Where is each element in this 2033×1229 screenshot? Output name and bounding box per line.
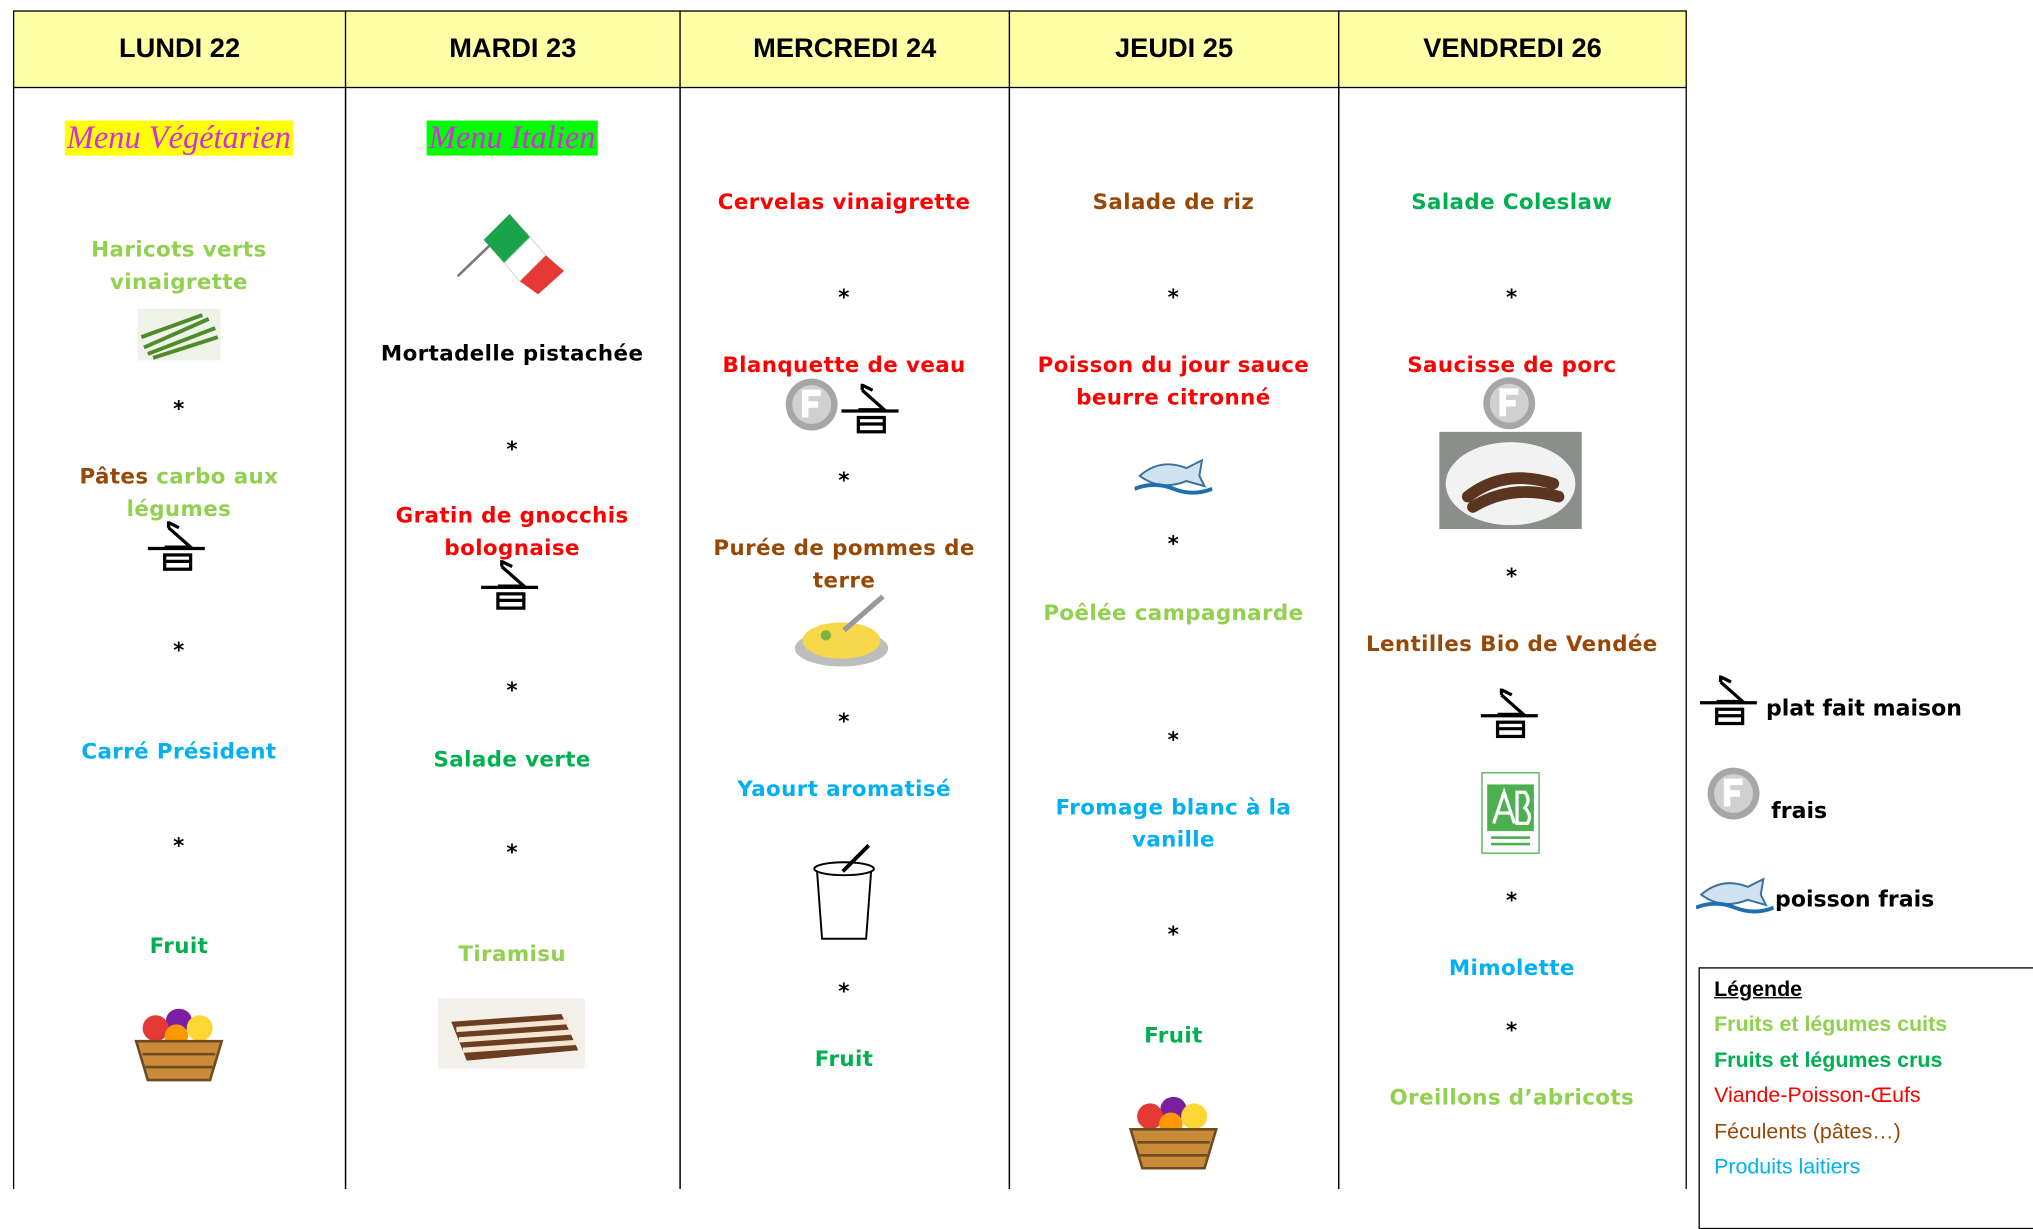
menu-item-part: carbo aux légumes — [126, 464, 279, 522]
menu-item: Lentilles Bio de Vendée — [1365, 631, 1658, 657]
organic-logo — [1481, 772, 1540, 854]
fish-icon — [1134, 458, 1213, 495]
menu-item: * — [506, 436, 518, 462]
legend-item: Produits laitiers — [1714, 1155, 1861, 1179]
legend-item: Fruits et légumes crus — [1714, 1048, 1943, 1072]
icon-legend-label: poisson frais — [1775, 886, 1935, 913]
menu-item: Salade Coleslaw — [1411, 189, 1613, 214]
menu-item: * — [1506, 1017, 1518, 1043]
homemade-icon — [841, 383, 899, 434]
fruit-basket — [1128, 1096, 1218, 1170]
menu-theme: Menu Végétarien — [64, 120, 294, 156]
day-header: VENDREDI 26 — [1338, 10, 1687, 89]
homemade-icon — [1699, 675, 1757, 726]
day-header: JEUDI 25 — [1008, 10, 1340, 89]
menu-item: * — [506, 840, 518, 865]
italian-flag — [456, 213, 565, 295]
legend-item: Féculents (pâtes…) — [1714, 1119, 1901, 1143]
page: LUNDI 22 MARDI 23 MERCREDI 24 JEUDI 25 VENDR… — [12, 10, 2033, 1229]
menu-item: Fromage blanc à la vanille — [1055, 794, 1292, 852]
menu-item: Haricots verts vinaigrette — [91, 237, 267, 295]
menu-item: * — [173, 833, 185, 859]
menu-item: * — [838, 978, 850, 1004]
menu-item: * — [1167, 531, 1180, 557]
menu-item: Oreillons d’abricots — [1389, 1085, 1635, 1110]
menu-item: Poisson du jour sauce beurre citronné — [1037, 352, 1310, 410]
menu-item: Saucisse de porc — [1407, 352, 1617, 378]
menu-item: Salade de riz — [1092, 189, 1255, 214]
homemade-icon — [147, 521, 205, 571]
menu-sheet: LUNDI 22 MARDI 23 MERCREDI 24 JEUDI 25 VENDR… — [12, 10, 2033, 1229]
menu-item: Purée de pommes de terre — [713, 535, 975, 593]
menu-item: Yaourt aromatisé — [737, 776, 951, 802]
legend-item: Viande-Poisson-Œufs — [1714, 1083, 1921, 1108]
menu-theme: Menu Italien — [426, 120, 599, 156]
menu-item: Carré Président — [81, 739, 277, 764]
day-column — [1338, 86, 1687, 1189]
menu-item: * — [838, 285, 850, 310]
day-header: MARDI 23 — [344, 10, 681, 89]
menu-item-part: Pâtes — [79, 464, 149, 489]
theme-wrap: Menu Italien — [345, 120, 680, 157]
menu-item: * — [173, 396, 185, 422]
menu-item: * — [1167, 727, 1180, 753]
menu-item: Fruit — [814, 1046, 874, 1071]
legend-item: Fruits et légumes cuits — [1714, 1012, 1948, 1036]
menu-item: * — [1167, 285, 1180, 310]
fruit-basket — [134, 1008, 224, 1082]
menu-item: * — [173, 637, 185, 663]
menu-item: Salade verte — [433, 746, 591, 772]
menu-item: * — [1167, 921, 1180, 947]
menu-item: Blanquette de veau — [722, 352, 966, 378]
menu-item: * — [838, 709, 850, 734]
menu-item: Gratin de gnocchis bolognaise — [395, 503, 629, 561]
menu-item: * — [1506, 285, 1518, 310]
legend-title: Légende — [1714, 977, 1803, 1001]
icon-legend-label: frais — [1771, 798, 1828, 825]
homemade-icon — [1480, 688, 1538, 739]
day-header: LUNDI 22 — [12, 10, 347, 89]
theme-wrap: Menu Végétarien — [13, 120, 345, 157]
sausage — [1439, 431, 1582, 529]
menu-item: * — [1506, 888, 1518, 913]
yogurt — [813, 844, 875, 940]
fish-icon — [1695, 877, 1774, 914]
icon-legend-label: plat fait maison — [1765, 696, 1962, 723]
menu-item: Tiramisu — [458, 941, 566, 966]
menu-item: Pâtes carbo aux légumes — [31, 460, 327, 525]
fresh-icon — [1483, 377, 1536, 430]
menu-item: Mimolette — [1448, 955, 1575, 981]
green-beans — [137, 308, 221, 361]
fresh-icon — [785, 378, 838, 431]
menu-item: Poêlée campagnarde — [1043, 600, 1304, 625]
tiramisu — [437, 998, 585, 1069]
homemade-icon — [481, 560, 539, 610]
day-header: MERCREDI 24 — [679, 10, 1011, 89]
menu-item: Fruit — [1144, 1023, 1203, 1048]
menu-item: Fruit — [149, 933, 209, 959]
puree — [794, 594, 889, 667]
menu-item: * — [1506, 564, 1518, 589]
fresh-icon — [1707, 767, 1760, 820]
menu-item: Cervelas vinaigrette — [717, 189, 971, 214]
menu-item: * — [838, 468, 850, 493]
menu-item: Mortadelle pistachée — [380, 341, 644, 366]
menu-item: * — [506, 678, 518, 703]
